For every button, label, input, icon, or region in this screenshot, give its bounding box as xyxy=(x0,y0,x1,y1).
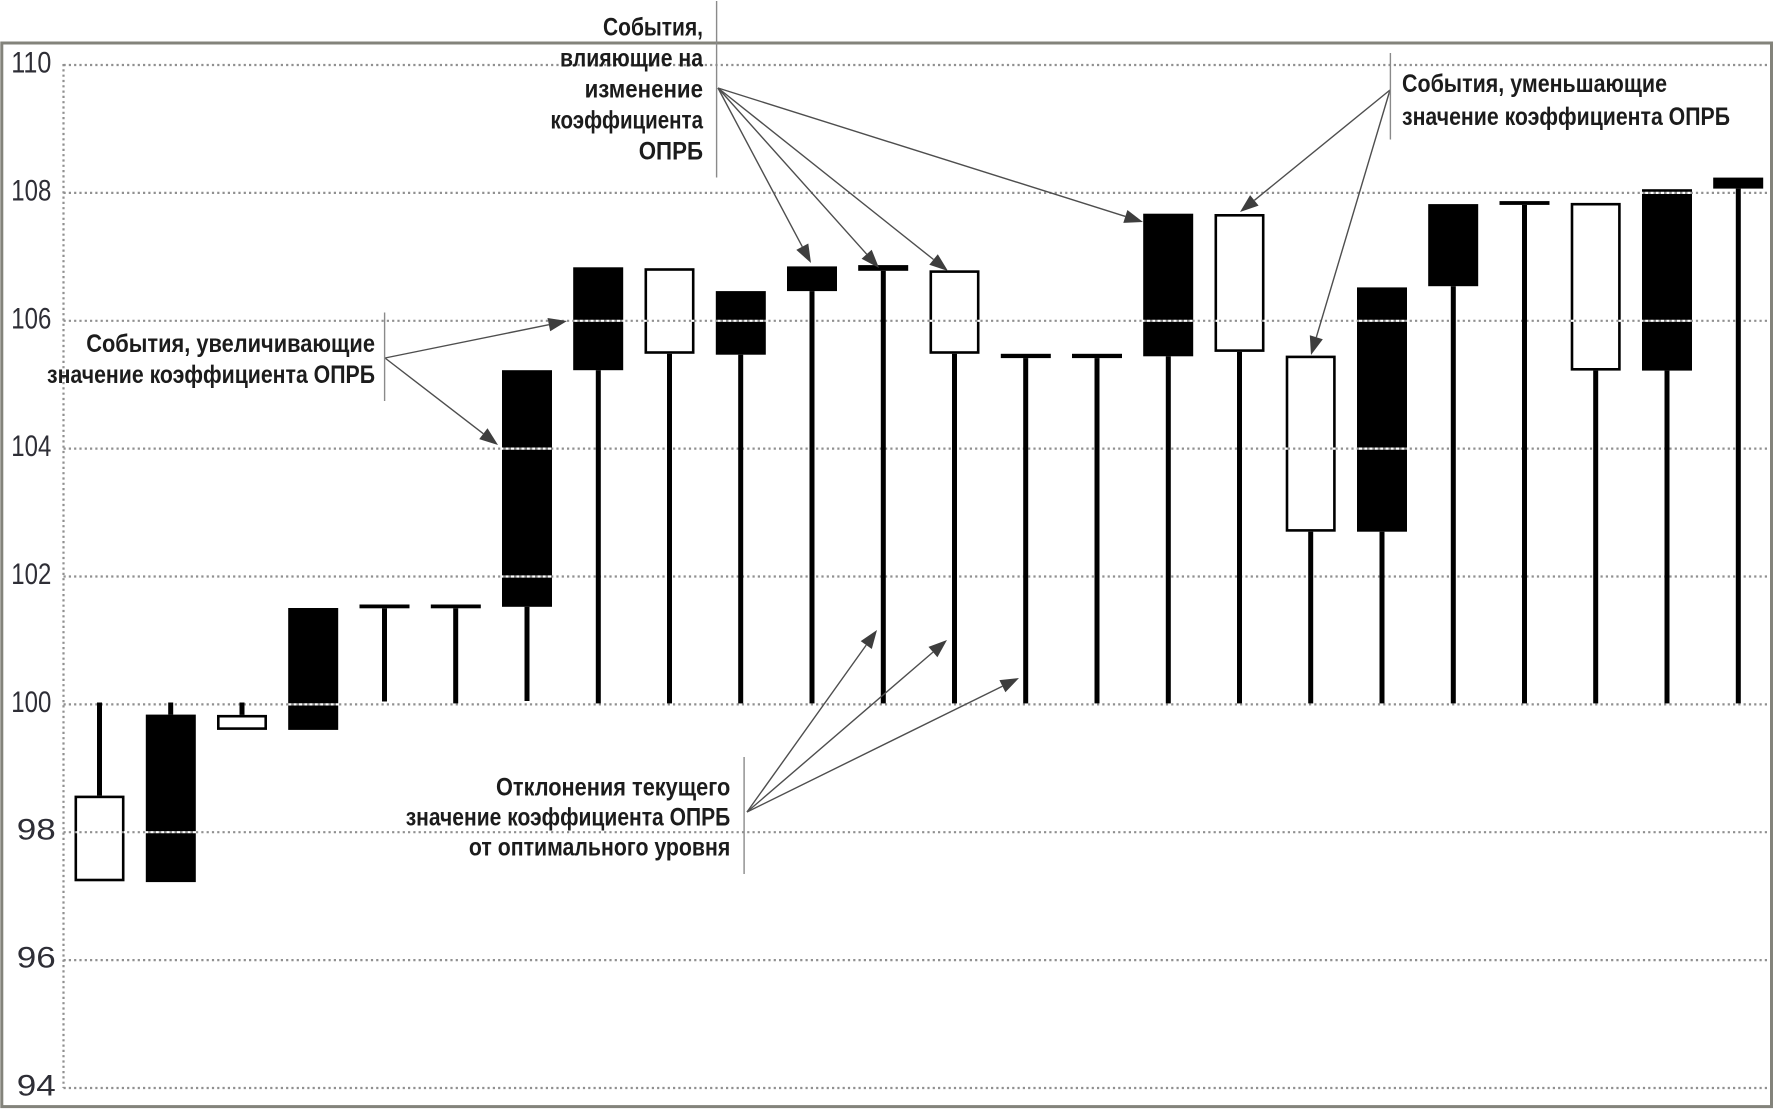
svg-text:Отклонения текущего: Отклонения текущего xyxy=(496,774,730,802)
svg-text:ОПРБ: ОПРБ xyxy=(639,138,703,166)
svg-text:изменение: изменение xyxy=(585,76,703,104)
svg-text:значение коэффициента ОПРБ: значение коэффициента ОПРБ xyxy=(47,361,375,389)
svg-text:влияющие на: влияющие на xyxy=(560,45,704,73)
svg-text:значение коэффициента ОПРБ: значение коэффициента ОПРБ xyxy=(1402,103,1730,131)
svg-text:от оптимального уровня: от оптимального уровня xyxy=(469,834,730,862)
svg-text:94: 94 xyxy=(17,1070,56,1103)
svg-text:коэффициента: коэффициента xyxy=(551,107,704,135)
svg-text:108: 108 xyxy=(11,174,51,207)
svg-text:События, уменьшающие: События, уменьшающие xyxy=(1402,70,1667,98)
svg-text:События, увеличивающие: События, увеличивающие xyxy=(86,330,375,358)
svg-text:106: 106 xyxy=(11,302,51,335)
svg-text:102: 102 xyxy=(11,558,51,591)
svg-text:значение коэффициента ОПРБ: значение коэффициента ОПРБ xyxy=(406,804,731,832)
svg-text:96: 96 xyxy=(17,942,56,975)
svg-text:110: 110 xyxy=(11,47,51,80)
svg-text:События,: События, xyxy=(603,14,703,42)
svg-text:100: 100 xyxy=(11,686,51,719)
svg-text:98: 98 xyxy=(17,814,56,847)
svg-text:104: 104 xyxy=(11,430,51,463)
